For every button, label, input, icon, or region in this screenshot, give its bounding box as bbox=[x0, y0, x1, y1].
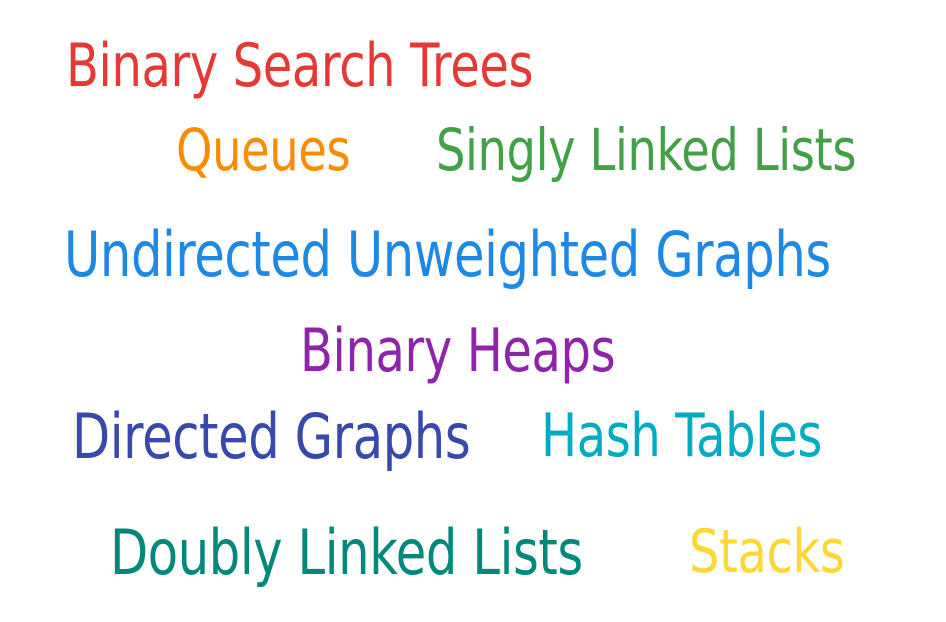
word-undirected-unweighted-graphs: Undirected Unweighted Graphs bbox=[64, 218, 831, 291]
word-queues: Queues bbox=[176, 116, 351, 184]
word-hash-tables: Hash Tables bbox=[541, 401, 822, 471]
word-doubly-linked-lists: Doubly Linked Lists bbox=[110, 516, 583, 589]
word-binary-search-trees: Binary Search Trees bbox=[66, 31, 534, 101]
word-binary-heaps: Binary Heaps bbox=[300, 316, 616, 386]
word-singly-linked-lists: Singly Linked Lists bbox=[436, 116, 857, 184]
word-stacks: Stacks bbox=[689, 517, 845, 587]
word-directed-graphs: Directed Graphs bbox=[72, 400, 471, 473]
